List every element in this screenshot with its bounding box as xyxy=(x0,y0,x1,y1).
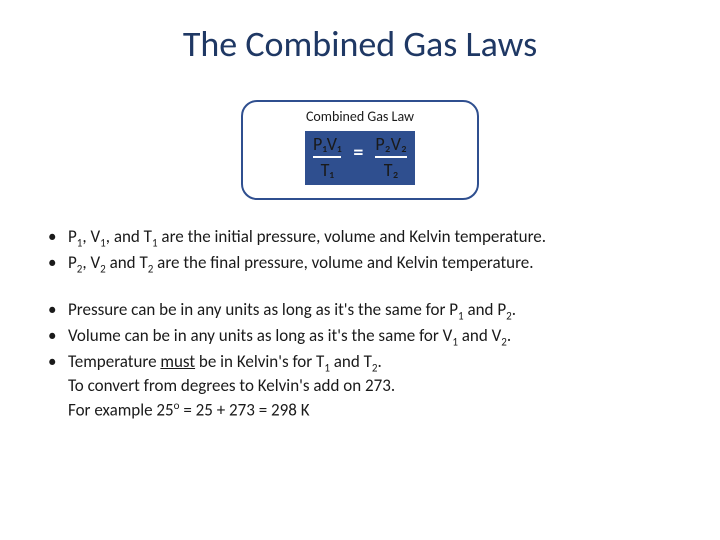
bullet-continuation: For example 25o = 25 + 273 = 298 K xyxy=(68,398,680,423)
formula-equation: P₁V₁ T₁ = P₂V₂ T₂ xyxy=(305,131,415,185)
bullet-item: Pressure can be in any units as long as … xyxy=(40,299,680,323)
bullet-group-1: P1, V1, and T1 are the initial pressure,… xyxy=(40,226,680,277)
bullet-continuation: To convert from degrees to Kelvin's add … xyxy=(68,375,680,398)
formula-lhs-numerator: P₁V₁ xyxy=(313,135,341,158)
formula-box-label: Combined Gas Law xyxy=(306,108,414,125)
formula-rhs-numerator: P₂V₂ xyxy=(375,135,407,158)
formula-rhs-denominator: T₂ xyxy=(384,158,399,179)
formula-lhs-denominator: T₁ xyxy=(321,158,334,179)
bullet-item: P1, V1, and T1 are the initial pressure,… xyxy=(40,226,680,250)
bullet-list: P1, V1, and T1 are the initial pressure,… xyxy=(40,226,680,423)
bullet-group-2: Pressure can be in any units as long as … xyxy=(40,299,680,423)
slide-title: The Combined Gas Laws xyxy=(0,0,720,66)
bullet-item: Volume can be in any units as long as it… xyxy=(40,325,680,349)
formula-rhs: P₂V₂ T₂ xyxy=(367,131,415,185)
bullet-item: Temperature must be in Kelvin's for T1 a… xyxy=(40,351,680,423)
formula-lhs: P₁V₁ T₁ xyxy=(305,131,349,185)
formula-box: Combined Gas Law P₁V₁ T₁ = P₂V₂ T₂ xyxy=(241,100,479,200)
formula-equals: = xyxy=(349,131,367,185)
bullet-item: P2, V2 and T2 are the final pressure, vo… xyxy=(40,252,680,276)
